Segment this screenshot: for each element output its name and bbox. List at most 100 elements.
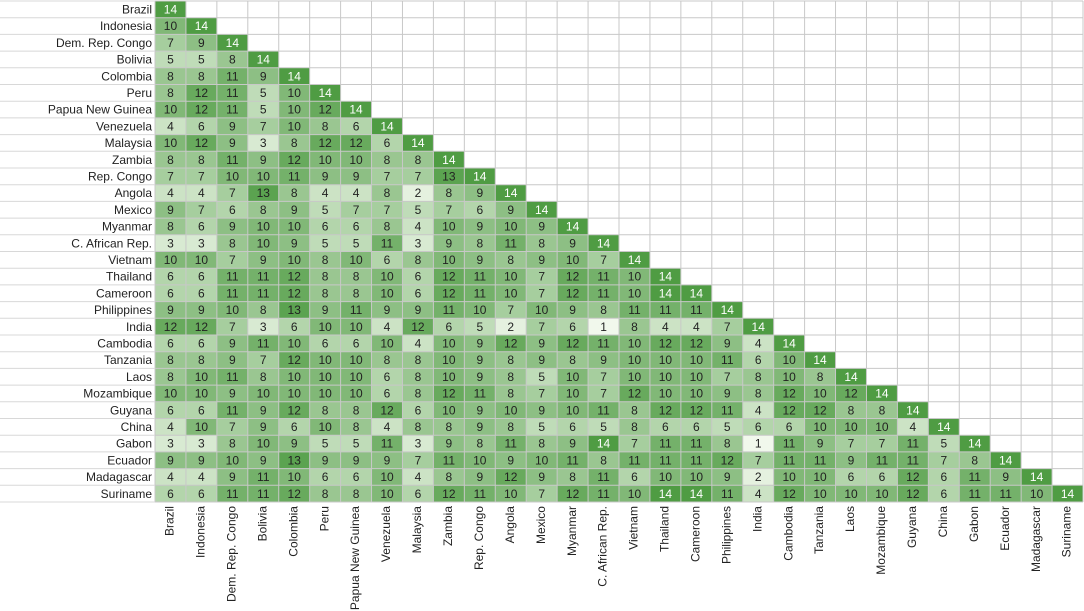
cell-label: 9: [476, 370, 483, 384]
cell: [309, 151, 341, 168]
cell-label: 10: [380, 487, 394, 501]
cell-label: 11: [226, 370, 239, 384]
cell-label: 9: [538, 253, 545, 267]
cell: [278, 101, 310, 118]
cell-label: 9: [724, 470, 731, 484]
cell-label: 5: [167, 53, 174, 67]
cell: [216, 485, 248, 502]
cell-label: 9: [538, 337, 545, 351]
cell-label: 7: [600, 370, 607, 384]
cell: [155, 351, 186, 369]
cell: [495, 418, 527, 436]
cell: [371, 184, 403, 202]
cell-label: 10: [690, 370, 704, 384]
cell-label: 12: [195, 86, 209, 100]
cell: [526, 268, 558, 285]
cell-label: 14: [1030, 470, 1044, 484]
cell: [835, 485, 867, 502]
cell-label: 4: [755, 487, 762, 501]
cell-label: 8: [353, 286, 360, 300]
cell: [185, 201, 217, 219]
cell: [340, 318, 372, 335]
cell: [340, 268, 372, 285]
cell-label: 5: [322, 236, 329, 250]
cell-label: 9: [229, 337, 236, 351]
cell: [309, 168, 341, 185]
cell: [309, 351, 341, 369]
cell: [680, 435, 712, 452]
cell-label: 10: [288, 103, 302, 117]
cell-label: 9: [538, 353, 545, 367]
cell-label: 8: [724, 437, 731, 451]
cell: [464, 485, 496, 502]
cell: [526, 485, 558, 502]
cell: [588, 451, 619, 469]
cell: [340, 201, 372, 219]
cell: [557, 351, 589, 369]
cell: [402, 268, 434, 285]
cell: [680, 351, 712, 369]
cell: [340, 101, 372, 118]
cell-label: 11: [257, 487, 270, 501]
cell: [464, 268, 496, 285]
cell-label: 10: [349, 153, 363, 167]
cell: [464, 218, 496, 235]
cell: [340, 234, 372, 252]
cell: [309, 451, 341, 469]
cell: [216, 234, 248, 252]
cell: [340, 184, 372, 202]
cell: [216, 151, 248, 168]
cell: [464, 368, 496, 386]
cell: [247, 151, 279, 168]
cell: [278, 318, 310, 335]
cell-label: 14: [349, 103, 363, 117]
cell: [340, 168, 372, 185]
cell-label: 10: [628, 270, 642, 284]
cell-label: 1: [600, 320, 607, 334]
cell-label: 14: [906, 403, 920, 417]
cell-label: 6: [198, 286, 205, 300]
cell: [464, 401, 496, 419]
cell: [155, 468, 186, 486]
column-label: Zambia: [441, 506, 455, 546]
cell: [588, 401, 619, 419]
cell: [742, 485, 774, 502]
cell: [804, 451, 836, 469]
cell: [495, 201, 527, 219]
cell: [990, 468, 1022, 486]
cell-label: 11: [443, 453, 456, 467]
column-label: Guyana: [905, 506, 919, 548]
cell-label: 8: [167, 153, 174, 167]
cell-label: 9: [291, 203, 298, 217]
cell: [309, 418, 341, 436]
cell-label: 2: [415, 186, 422, 200]
cell-label: 4: [167, 470, 174, 484]
cell-label: 8: [291, 136, 298, 150]
cell: [649, 351, 681, 369]
cell: [278, 485, 310, 502]
cell-label: 10: [504, 270, 518, 284]
cell-label: 8: [755, 387, 762, 401]
cell-label: 6: [446, 320, 453, 334]
cell-label: 10: [288, 470, 302, 484]
cell-label: 3: [167, 236, 174, 250]
cell-label: 6: [198, 337, 205, 351]
cell: [278, 301, 310, 319]
cell-label: 6: [476, 203, 483, 217]
cell-label: 12: [844, 387, 858, 401]
cell-label: 9: [817, 437, 824, 451]
cell: [247, 301, 279, 319]
cell-label: 6: [167, 487, 174, 501]
column-label: Madagascar: [1029, 506, 1043, 572]
column-label: Mexico: [534, 506, 548, 544]
cell: [216, 284, 248, 302]
cell-label: 8: [291, 186, 298, 200]
cell: [588, 234, 619, 252]
cell: [278, 134, 310, 152]
cell: [619, 268, 650, 285]
row-label: Suriname: [101, 487, 153, 501]
cell-label: 11: [968, 487, 981, 501]
cell: [155, 151, 186, 168]
cell-label: 11: [226, 153, 239, 167]
cell-label: 7: [538, 286, 545, 300]
